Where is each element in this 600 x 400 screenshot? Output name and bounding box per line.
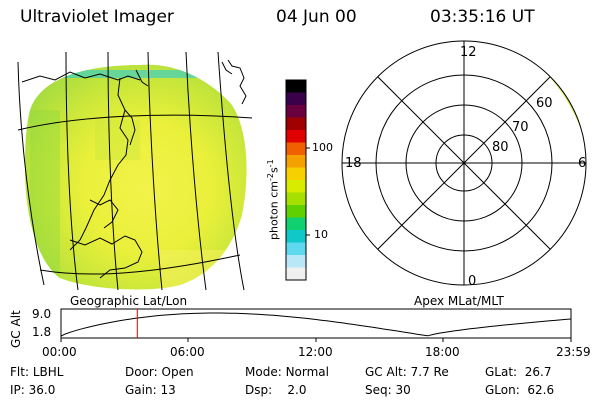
- colorbar-stripe: [286, 92, 306, 106]
- status-mode: Mode: Normal: [245, 365, 329, 379]
- x-tick-1800: 18:00: [425, 345, 460, 359]
- geo-grid-lines: [17, 51, 253, 291]
- colorbar-label-10: 10: [314, 228, 328, 241]
- status-filter: Flt: LBHL: [10, 365, 64, 379]
- mlt-18-label: 18: [345, 156, 362, 171]
- x-tick-2359: 23:59: [556, 345, 591, 359]
- colorbar-stripe: [286, 255, 306, 268]
- status-glon: GLon: 62.6: [485, 383, 555, 397]
- mlt-6-label: 6: [578, 156, 587, 171]
- status-door: Door: Open: [125, 365, 194, 379]
- colorbar-gradient: [286, 80, 306, 281]
- altitude-y-min: 1.8: [32, 325, 52, 339]
- time-display: 03:35:16 UT: [430, 7, 535, 27]
- colorbar-stripe: [286, 217, 306, 231]
- colorbar-stripe: [286, 205, 306, 218]
- coastlines: [21, 59, 247, 279]
- altitude-y-max: 9.0: [32, 307, 52, 321]
- polar-grid: [341, 40, 587, 286]
- colorbar-stripe: [286, 192, 306, 206]
- altitude-axis-label: GC Alt: [9, 310, 23, 348]
- geo-map-label: Geographic Lat/Lon: [70, 294, 188, 308]
- x-tick-1200: 12:00: [298, 345, 333, 359]
- status-gain: Gain: 13: [125, 383, 176, 397]
- colorbar-label-100: 100: [312, 141, 333, 154]
- app-title: Ultraviolet Imager: [20, 7, 174, 27]
- colorbar-stripe: [286, 130, 306, 143]
- colorbar-stripe: [286, 105, 306, 118]
- colorbar-stripe: [286, 180, 306, 193]
- x-tick-0600: 06:00: [170, 345, 205, 359]
- status-glat: GLat: 26.7: [485, 365, 552, 379]
- status-gc-alt: GC Alt: 7.7 Re: [365, 365, 449, 379]
- altitude-x-ticks: [60, 338, 572, 342]
- mlt-0-label: 0: [468, 274, 477, 289]
- altitude-curve: [60, 312, 572, 337]
- status-ip: IP: 36.0: [10, 383, 56, 397]
- altitude-plot-frame: [60, 308, 572, 339]
- colorbar-stripe: [286, 267, 306, 281]
- colorbar-stripe: [286, 155, 306, 168]
- colorbar-stripe: [286, 117, 306, 131]
- status-seq: Seq: 30: [365, 383, 411, 397]
- mlt-12-label: 12: [460, 45, 477, 60]
- polar-plot-label: Apex MLat/MLT: [414, 294, 504, 308]
- colorbar-stripe: [286, 80, 306, 93]
- date-display: 04 Jun 00: [276, 7, 357, 27]
- colorbar-stripe: [286, 142, 306, 156]
- colorbar-stripe: [286, 167, 306, 181]
- x-tick-0000: 00:00: [42, 345, 77, 359]
- mlat-80-label: 80: [492, 140, 509, 155]
- status-dsp: Dsp: 2.0: [245, 383, 307, 397]
- colorbar-stripe: [286, 230, 306, 243]
- mlat-60-label: 60: [536, 96, 553, 111]
- colorbar-stripe: [286, 242, 306, 256]
- mlat-70-label: 70: [512, 120, 529, 135]
